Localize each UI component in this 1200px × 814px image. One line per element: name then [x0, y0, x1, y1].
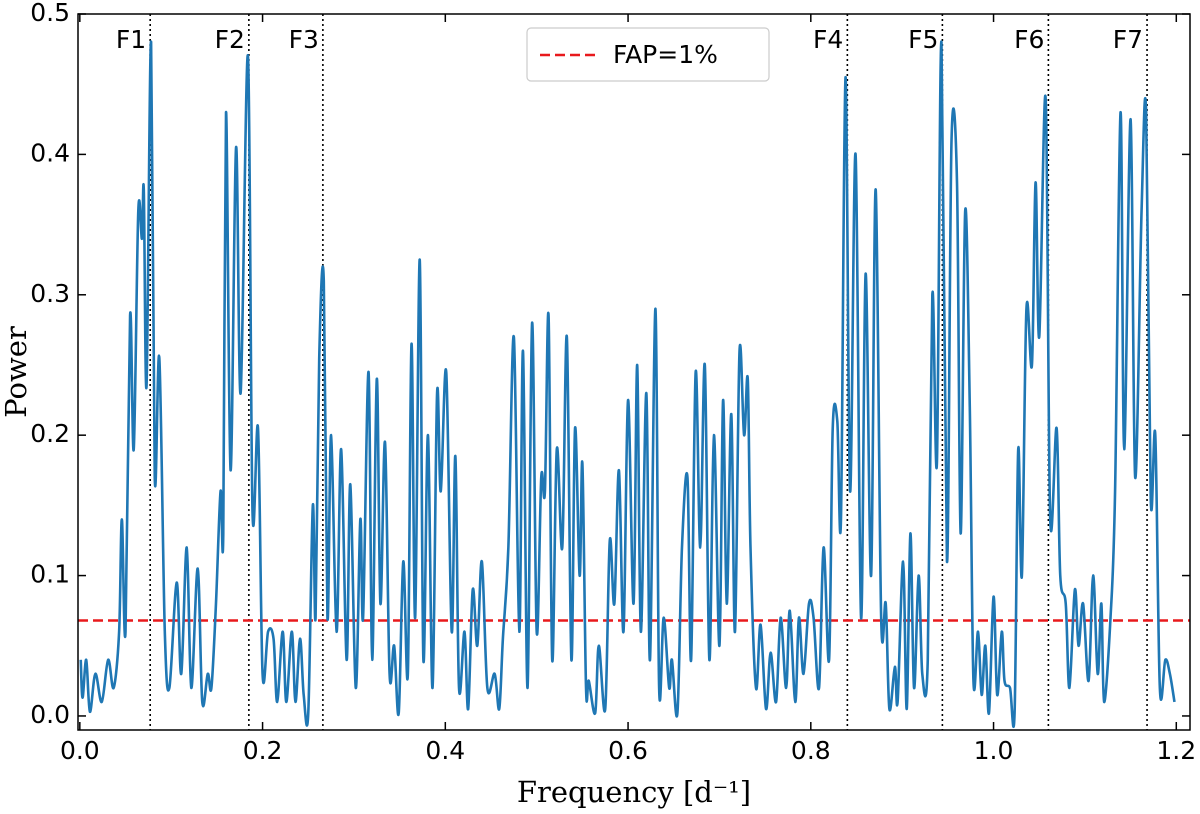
x-tick-label: 0.2	[243, 736, 283, 765]
y-tick-label: 0.2	[30, 419, 70, 448]
plot-frame	[77, 13, 1191, 731]
frequency-label: F3	[289, 25, 319, 54]
y-tick-label: 0.5	[30, 0, 70, 27]
frequency-label: F5	[908, 25, 938, 54]
x-tick-label: 0.6	[608, 736, 648, 765]
y-tick-label: 0.1	[30, 560, 70, 589]
legend-label: FAP=1%	[613, 40, 718, 69]
frequency-label: F6	[1014, 25, 1044, 54]
frequency-label: F4	[813, 25, 843, 54]
frequency-label: F7	[1113, 25, 1143, 54]
x-tick-label: 0.4	[425, 736, 465, 765]
frequency-label: F1	[116, 25, 146, 54]
x-tick-label: 1.2	[1156, 736, 1196, 765]
y-tick-label: 0.4	[30, 138, 70, 167]
legend-box	[526, 27, 770, 82]
frequency-label: F2	[215, 25, 245, 54]
power-line	[79, 40, 1176, 728]
y-axis-label: Power	[0, 326, 33, 418]
x-tick-label: 0.0	[60, 736, 100, 765]
x-axis-label: Frequency [d⁻¹]	[517, 775, 751, 809]
x-tick-label: 0.8	[791, 736, 831, 765]
x-tick-label: 1.0	[974, 736, 1014, 765]
y-tick-label: 0.0	[30, 700, 70, 729]
y-tick-label: 0.3	[30, 279, 70, 308]
